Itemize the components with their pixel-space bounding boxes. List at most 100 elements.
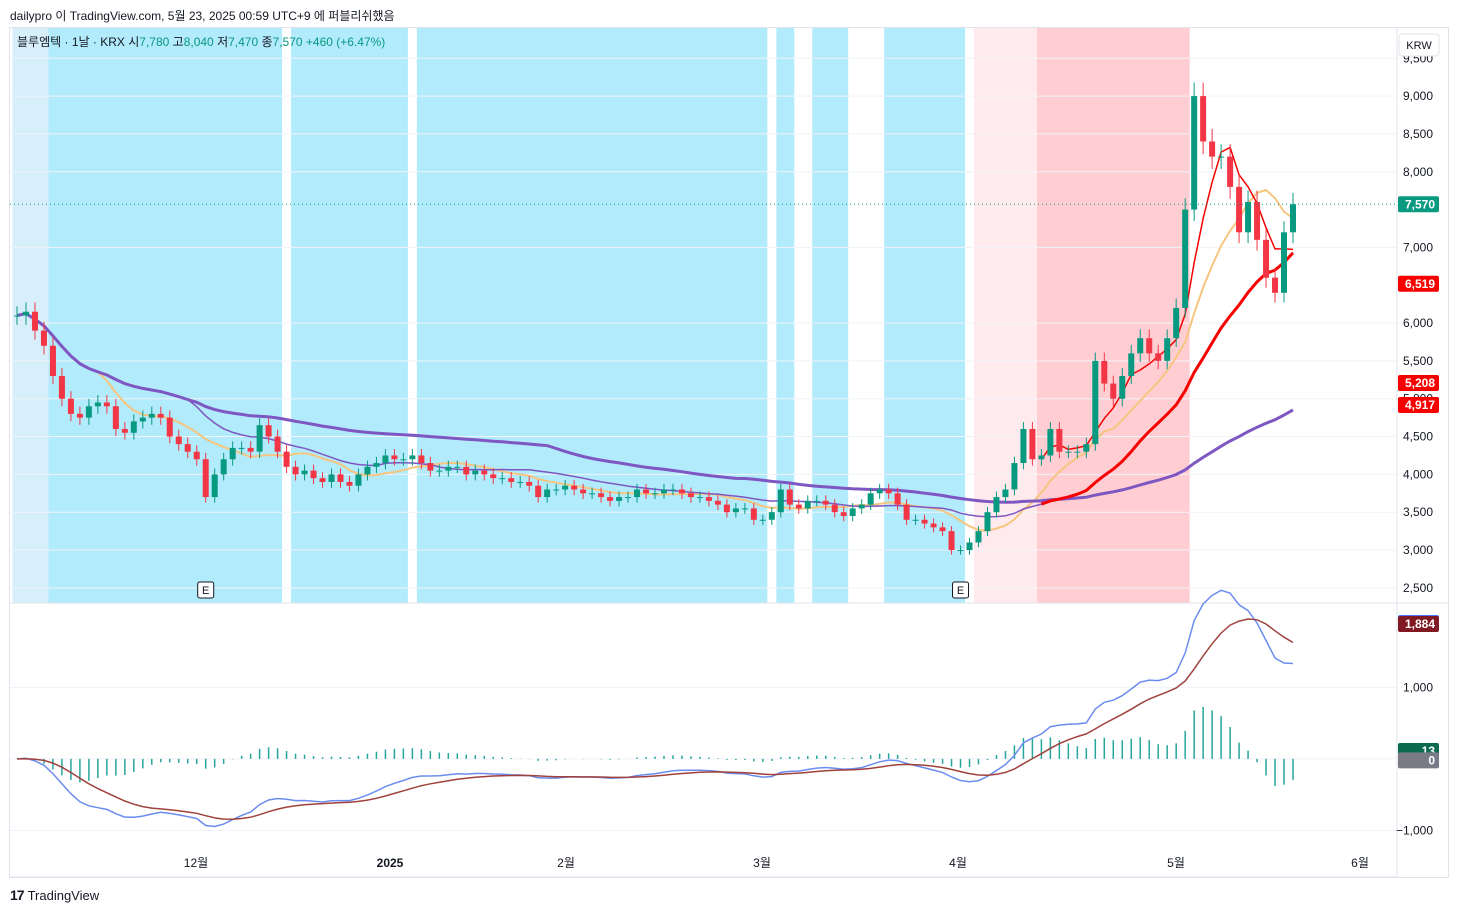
background-zone [812, 28, 849, 603]
candle-body [1002, 489, 1009, 498]
candle-body [1281, 232, 1288, 293]
candle-body [229, 447, 236, 460]
candle-body [975, 531, 982, 543]
candle-body [849, 508, 856, 516]
candle-body [238, 447, 245, 449]
candle-body [175, 436, 182, 445]
publish-header: dailypro 이 TradingView.com, 5월 23, 2025 … [10, 9, 395, 23]
candle-body [346, 481, 353, 486]
ma-purple-thick-line [16, 312, 1294, 504]
candle-body [678, 489, 685, 494]
candle-body [400, 459, 407, 461]
candle-body [993, 497, 1000, 513]
candle-body [454, 466, 461, 468]
candle-body [580, 489, 587, 494]
candle-body [301, 470, 308, 475]
candle-body [220, 459, 227, 475]
macd-badge-label: 1,884 [1405, 617, 1435, 631]
candle-body [103, 402, 110, 407]
time-tick-label: 6월 [1351, 856, 1369, 870]
legend: 블루엠텍 · 1날 · KRX 시7,780 고8,040 저7,470 종7,… [17, 35, 385, 49]
candle-body [553, 489, 560, 491]
candle-body [85, 406, 92, 418]
background-zone [48, 28, 283, 603]
candle-body [499, 478, 506, 480]
candle-body [1227, 156, 1234, 187]
candle-body [526, 481, 533, 486]
price-badge [1398, 196, 1439, 213]
candle-body [885, 489, 892, 494]
macd-line [16, 589, 1294, 828]
candle-body [714, 500, 721, 505]
candle-body [463, 466, 470, 475]
currency-label: KRW [1406, 40, 1432, 52]
candle-body [768, 512, 775, 520]
candle-body [643, 489, 650, 494]
candle-body [49, 345, 56, 377]
price-tick-label: 9,000 [1403, 89, 1433, 103]
candle-body [193, 451, 200, 460]
candle-body [705, 497, 712, 501]
candle-body [544, 489, 551, 498]
legend-part: 종 [261, 35, 272, 49]
candle-body [202, 459, 209, 498]
currency-badge [1398, 33, 1440, 57]
candle-body [1038, 455, 1045, 460]
legend-part: 블루엠텍 · 1날 · KRX [17, 35, 128, 49]
event-marker-label: E [202, 585, 209, 597]
legend-part: 8,040 [184, 35, 217, 49]
candle-body [732, 508, 739, 513]
price-badge-label: 7,570 [1405, 197, 1435, 211]
time-tick-label: 12월 [184, 856, 208, 870]
candle-body [508, 478, 515, 482]
price-tick-label: 4,500 [1403, 430, 1433, 444]
candle-body [1110, 383, 1117, 399]
candle-body [1020, 428, 1027, 464]
candle-body [355, 474, 362, 486]
candle-body [1173, 307, 1180, 339]
candle-body [634, 489, 641, 498]
candle-body [319, 478, 326, 482]
candle-body [939, 527, 946, 532]
candle-body [669, 489, 676, 491]
candle-body [1182, 209, 1189, 308]
tradingview-logo-icon[interactable]: 17 [10, 887, 25, 903]
footer-brand[interactable]: TradingView [27, 887, 100, 903]
legend-part: 저 [217, 35, 228, 49]
ma-red-thick-line [1040, 251, 1295, 506]
candle-body [831, 504, 838, 513]
candle-body [589, 493, 596, 495]
candle-body [1236, 186, 1243, 233]
candle-body [391, 455, 398, 460]
candle-body [427, 463, 434, 471]
candle-body [795, 504, 802, 509]
time-tick-label: 2월 [557, 856, 575, 870]
candle-body [274, 436, 281, 452]
candle-body [598, 493, 605, 498]
candle-body [903, 504, 910, 520]
candle-body [1209, 141, 1216, 157]
candle-body [696, 497, 703, 499]
candle-body [472, 470, 479, 475]
candle-body [1047, 428, 1054, 456]
candle-body [723, 504, 730, 513]
candle-body [67, 398, 74, 414]
candle-body [409, 455, 416, 460]
candle-body [364, 466, 371, 475]
background-zone [1036, 28, 1190, 603]
candle-body [571, 485, 578, 490]
candle-body [759, 519, 766, 521]
legend-part: 7,570 [273, 35, 306, 49]
candle-body [184, 444, 191, 452]
price-tick-label: 8,000 [1403, 165, 1433, 179]
candle-body [112, 406, 119, 429]
candle-body [445, 466, 452, 471]
candle-body [1101, 360, 1108, 384]
background-zone [291, 28, 408, 603]
candle-body [337, 474, 344, 482]
candle-body [607, 497, 614, 501]
candle-body [265, 425, 272, 437]
time-tick-label: 2025 [377, 856, 404, 870]
price-badge [1398, 374, 1439, 391]
